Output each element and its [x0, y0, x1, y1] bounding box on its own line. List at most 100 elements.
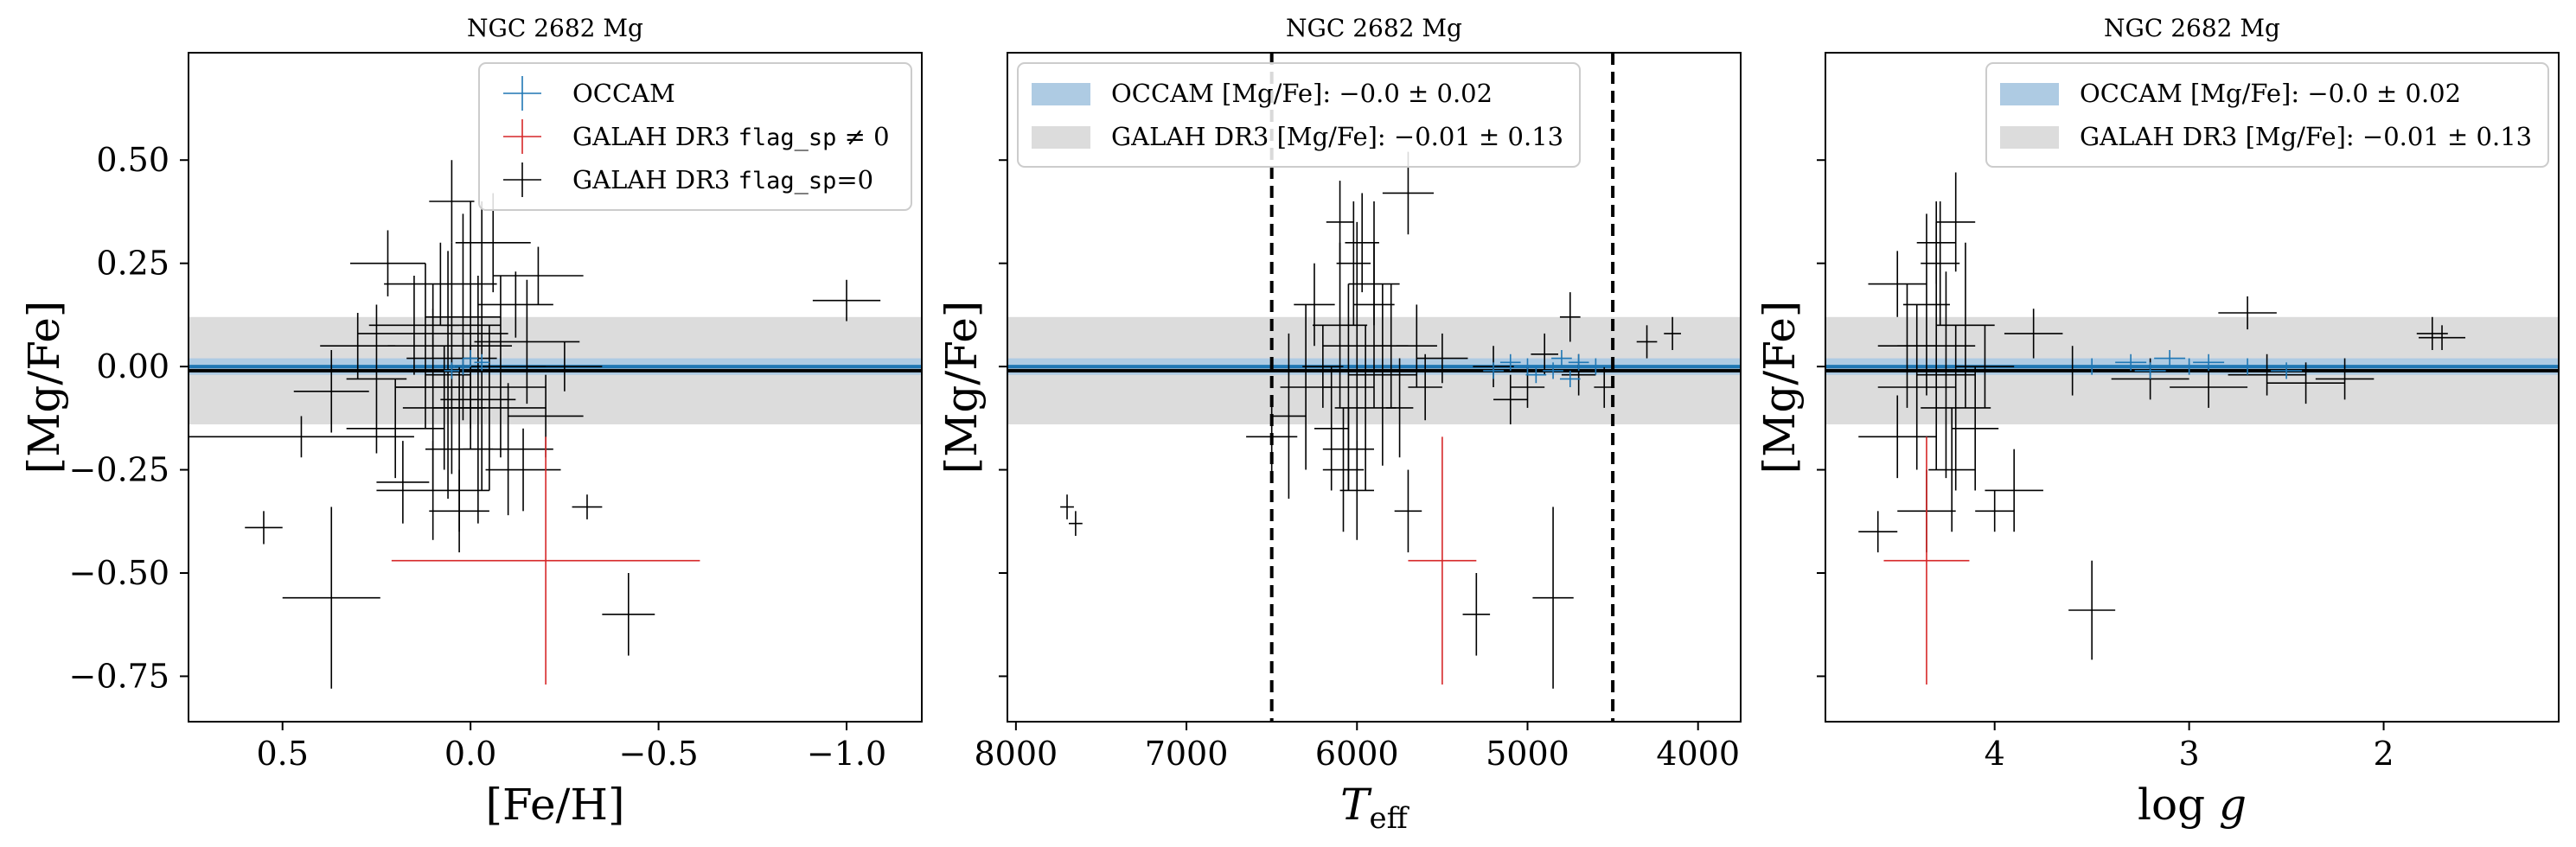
- legend-entry: GALAH DR3 [Mg/Fe]: −0.01 ± 0.13: [1032, 122, 1563, 151]
- panel-title: NGC 2682 Mg: [2104, 14, 2280, 42]
- data-point: [357, 309, 508, 359]
- data-point: [1322, 407, 1374, 491]
- data-point: [2232, 358, 2264, 375]
- legend-swatch: [2000, 83, 2059, 105]
- panel-title: NGC 2682 Mg: [467, 14, 643, 42]
- legend-box: [478, 62, 912, 211]
- data-point: [2076, 358, 2108, 375]
- data-point: [2218, 296, 2277, 330]
- data-point: [463, 350, 478, 367]
- legend-label: GALAH DR3 flag_sp=0: [572, 165, 873, 194]
- data-point: [346, 304, 407, 454]
- data-point: [245, 511, 283, 544]
- legend-label: OCCAM [Mg/Fe]: −0.0 ± 0.02: [2080, 79, 2461, 108]
- data-point: [1313, 242, 1368, 408]
- data-point: [1858, 511, 1898, 553]
- data-point: [376, 441, 430, 524]
- legend-entry: GALAH DR3 flag_sp ≠ 0: [503, 119, 890, 154]
- legend-swatch: [1032, 83, 1090, 105]
- data-point: [1559, 370, 1581, 387]
- data-point: [2271, 362, 2303, 379]
- data-point: [1543, 362, 1563, 379]
- data-point: [1985, 449, 2043, 532]
- legend-box: [1017, 62, 1581, 168]
- x-tick-label: 0.5: [256, 735, 308, 773]
- data-point: [1636, 325, 1658, 359]
- data-point: [1060, 494, 1074, 519]
- data-point: [493, 246, 584, 305]
- legend-entry: OCCAM [Mg/Fe]: −0.0 ± 0.02: [1032, 79, 1493, 108]
- legend-label: GALAH DR3 flag_sp ≠ 0: [572, 122, 890, 151]
- legend-entry: GALAH DR3 [Mg/Fe]: −0.01 ± 0.13: [2000, 122, 2532, 151]
- data-point: [1559, 292, 1581, 342]
- data-point: [1326, 181, 1354, 264]
- data-point: [1868, 251, 1927, 317]
- legend-label: OCCAM: [572, 79, 675, 108]
- data-point: [2173, 358, 2205, 375]
- data-point: [2004, 309, 2063, 359]
- x-tick-label: 7000: [1145, 735, 1229, 773]
- x-tick-label: 5000: [1486, 735, 1569, 773]
- data-point: [1517, 358, 1538, 375]
- data-point: [384, 242, 497, 326]
- x-tick-label: 3: [2179, 735, 2200, 773]
- x-axis-label: Teff: [1340, 780, 1409, 836]
- data-point: [1902, 213, 1950, 396]
- axes-frame: [188, 52, 923, 723]
- data-point: [1462, 573, 1491, 656]
- data-point: [2419, 325, 2466, 350]
- data-point: [1928, 407, 1976, 532]
- data-point: [1916, 201, 1956, 284]
- y-axis-label: [Mg/Fe]: [19, 301, 69, 474]
- data-point: [1294, 263, 1335, 347]
- data-point: [1955, 325, 2015, 408]
- data-point: [293, 350, 369, 433]
- data-point: [1408, 436, 1477, 685]
- legend-entry: OCCAM [Mg/Fe]: −0.0 ± 0.02: [2000, 79, 2461, 108]
- data-point: [451, 201, 512, 491]
- x-tick-label: 6000: [1315, 735, 1399, 773]
- data-point: [1551, 350, 1572, 367]
- data-point: [2014, 346, 2132, 396]
- data-point: [1525, 366, 1547, 384]
- legend-entry: GALAH DR3 flag_sp=0: [503, 162, 873, 197]
- data-point: [1493, 374, 1528, 424]
- data-point: [2170, 366, 2248, 408]
- x-tick-label: 0.0: [444, 735, 496, 773]
- data-point: [349, 230, 425, 296]
- data-point: [1348, 242, 1400, 326]
- data-point: [429, 160, 475, 243]
- data-point: [474, 353, 489, 371]
- legend: OCCAM GALAH DR3 flag_sp ≠ 0 GALAH DR3 flag…: [478, 62, 912, 211]
- data-point: [474, 279, 580, 404]
- data-points: [1060, 151, 1681, 689]
- data-point: [1336, 201, 1371, 326]
- data-point: [1483, 362, 1504, 379]
- data-point: [402, 346, 486, 470]
- data-point: [2315, 358, 2375, 400]
- data-point: [572, 494, 603, 519]
- y-axis-label: [Mg/Fe]: [936, 301, 987, 474]
- x-tick-label: −0.5: [618, 735, 698, 773]
- data-point: [376, 441, 489, 540]
- data-point: [1499, 353, 1521, 371]
- data-point: [189, 416, 414, 458]
- data-point: [1883, 436, 1970, 685]
- panel-title: NGC 2682 Mg: [1286, 14, 1462, 42]
- data-point: [387, 263, 463, 429]
- x-tick-label: 2: [2373, 735, 2394, 773]
- panel-3: NGC 2682 Mg 4 3 2 log g [Mg/Fe] OCCAM [Mg/Fe]:…: [1755, 14, 2560, 830]
- data-point: [425, 213, 501, 421]
- y-tick-label: −0.25: [69, 451, 169, 489]
- legend: OCCAM [Mg/Fe]: −0.0 ± 0.02 GALAH DR3 [Mg/…: [1985, 62, 2549, 168]
- data-point: [1385, 358, 1414, 458]
- x-tick-label: −1.0: [807, 735, 886, 773]
- data-point: [1975, 490, 2015, 532]
- data-point: [1936, 172, 1976, 272]
- data-point: [1348, 283, 1417, 466]
- data-point: [1664, 316, 1681, 350]
- legend-label: GALAH DR3 [Mg/Fe]: −0.01 ± 0.13: [2080, 122, 2532, 151]
- data-point: [602, 573, 655, 656]
- y-tick-label: 0.00: [96, 347, 169, 385]
